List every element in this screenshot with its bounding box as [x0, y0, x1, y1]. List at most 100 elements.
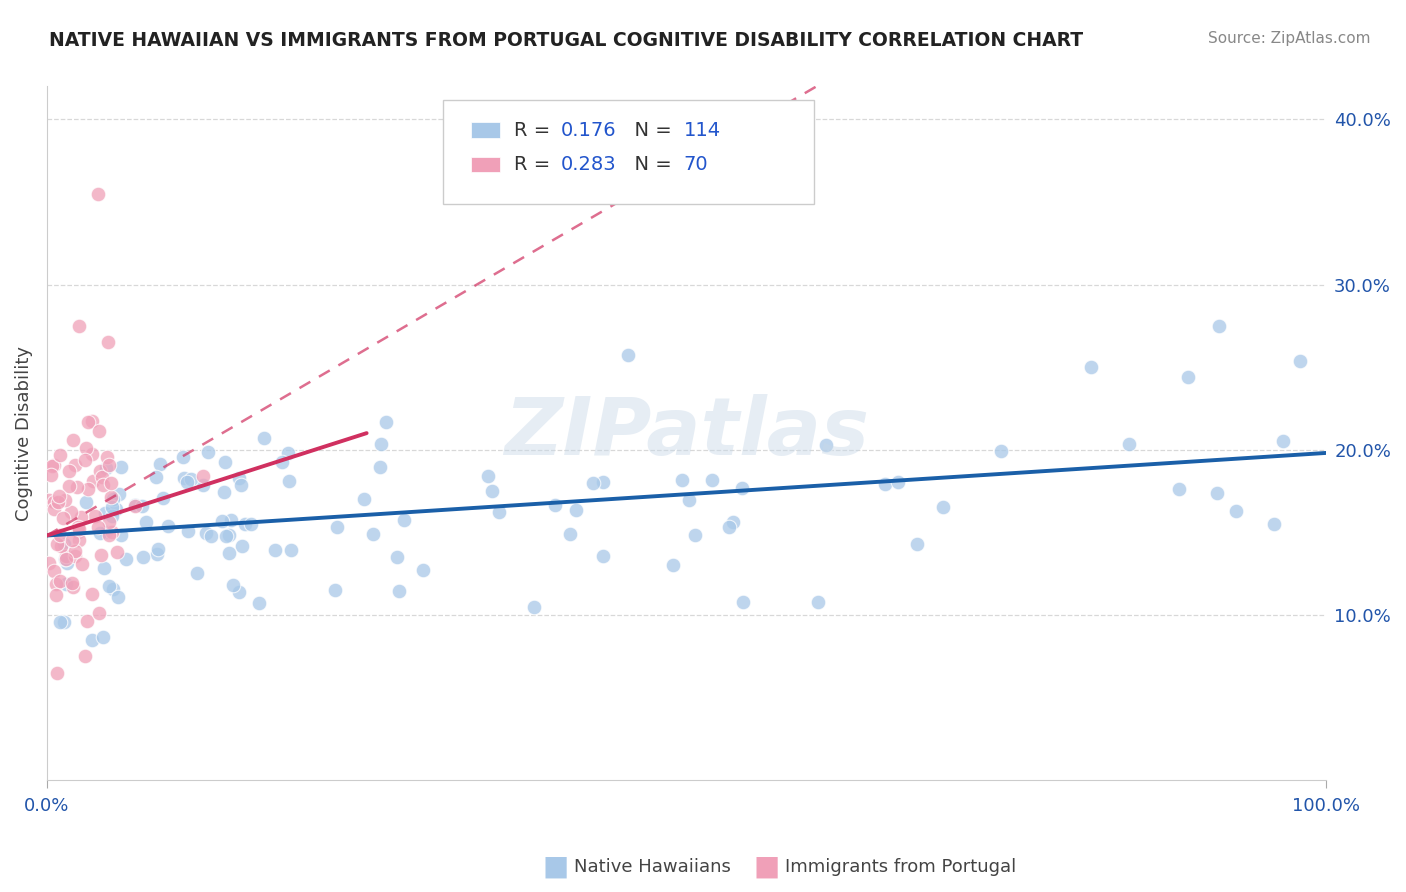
Point: [592, 549, 614, 563]
Point: [49, 574, 72, 588]
Point: [1289, 354, 1312, 368]
Point: [277, 445, 299, 459]
Point: [75, 441, 97, 455]
Point: [96, 525, 118, 540]
Point: [229, 478, 252, 492]
Point: [228, 585, 250, 599]
Point: [412, 562, 434, 576]
Point: [66, 520, 89, 534]
Point: [363, 527, 385, 541]
Point: [1271, 434, 1294, 448]
Point: [560, 527, 582, 541]
Point: [80, 447, 103, 461]
Y-axis label: Cognitive Disability: Cognitive Disability: [15, 345, 32, 521]
FancyBboxPatch shape: [443, 100, 814, 204]
Point: [931, 500, 953, 515]
Point: [152, 491, 174, 505]
Point: [82, 414, 104, 428]
Point: [70, 509, 93, 524]
Point: [565, 503, 588, 517]
Point: [370, 437, 392, 451]
Point: [218, 546, 240, 560]
Point: [82, 475, 104, 489]
Point: [905, 537, 928, 551]
Point: [87, 606, 110, 620]
Point: [97, 335, 120, 350]
Point: [97, 516, 120, 530]
Point: [1263, 517, 1285, 532]
Point: [702, 473, 724, 487]
Point: [180, 472, 202, 486]
Point: [186, 566, 208, 580]
Point: [132, 550, 155, 565]
Point: [543, 498, 565, 512]
Point: [263, 543, 285, 558]
Point: [387, 549, 409, 564]
Point: [44, 495, 66, 509]
Point: [49, 528, 72, 542]
Point: [1080, 360, 1102, 375]
Point: [219, 513, 242, 527]
Point: [683, 528, 706, 542]
Point: [222, 578, 245, 592]
Text: 0.283: 0.283: [561, 155, 617, 174]
Point: [65, 549, 87, 563]
Point: [39, 467, 62, 482]
Point: [191, 469, 214, 483]
Point: [278, 474, 301, 488]
Point: [104, 502, 127, 516]
Point: [1118, 436, 1140, 450]
Point: [678, 492, 700, 507]
Point: [63, 458, 86, 472]
Point: [44, 501, 66, 516]
Point: [89, 464, 111, 478]
Point: [617, 348, 640, 362]
Point: [89, 424, 111, 438]
Point: [394, 513, 416, 527]
Point: [145, 470, 167, 484]
Point: [194, 526, 217, 541]
Point: [66, 524, 89, 539]
Text: NATIVE HAWAIIAN VS IMMIGRANTS FROM PORTUGAL COGNITIVE DISABILITY CORRELATION CHA: NATIVE HAWAIIAN VS IMMIGRANTS FROM PORTU…: [49, 31, 1084, 50]
Point: [215, 529, 238, 543]
Point: [67, 533, 90, 547]
Point: [62, 433, 84, 447]
Point: [101, 492, 124, 507]
Point: [55, 549, 77, 563]
Point: [124, 499, 146, 513]
Point: [1208, 319, 1230, 334]
Point: [807, 594, 830, 608]
Point: [146, 547, 169, 561]
Point: [172, 450, 194, 465]
Point: [115, 552, 138, 566]
Point: [107, 487, 129, 501]
FancyBboxPatch shape: [471, 122, 499, 137]
Point: [124, 498, 146, 512]
Point: [873, 477, 896, 491]
Text: R =: R =: [513, 120, 557, 139]
Point: [231, 539, 253, 553]
Point: [582, 475, 605, 490]
Point: [59, 505, 82, 519]
Point: [731, 482, 754, 496]
Point: [53, 552, 76, 566]
Point: [228, 471, 250, 485]
Point: [110, 460, 132, 475]
Point: [75, 648, 97, 663]
Text: R =: R =: [513, 155, 557, 174]
Point: [87, 519, 110, 533]
Point: [323, 583, 346, 598]
Point: [197, 445, 219, 459]
Point: [42, 458, 65, 472]
Point: [326, 520, 349, 534]
Point: [101, 582, 124, 597]
Point: [240, 517, 263, 532]
Point: [62, 575, 84, 590]
Point: [75, 453, 97, 467]
Point: [212, 485, 235, 500]
Text: N =: N =: [623, 155, 679, 174]
Point: [48, 489, 70, 503]
Point: [58, 464, 80, 478]
Point: [98, 528, 121, 542]
Point: [388, 583, 411, 598]
